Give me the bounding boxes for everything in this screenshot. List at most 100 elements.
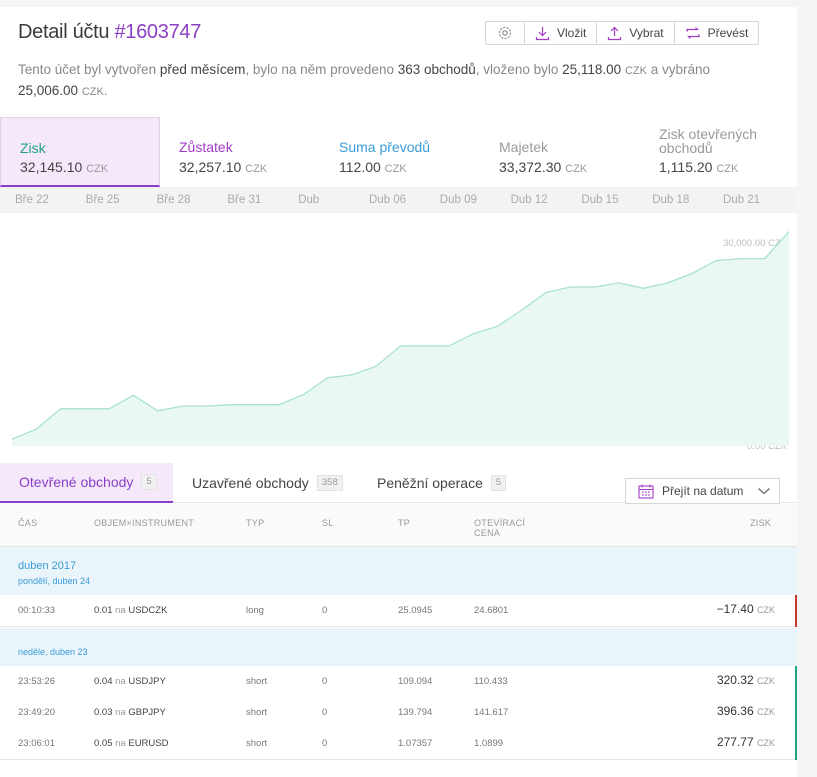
- settings-button[interactable]: [486, 22, 524, 44]
- trade-instrument: 0.01 na USDCZK: [94, 605, 167, 616]
- trade-open-price: 24.6801: [474, 605, 509, 616]
- tab-profit-label: Zisk: [20, 140, 46, 156]
- trade-connector: na: [115, 707, 126, 718]
- withdraw-button[interactable]: Vybrat: [596, 22, 673, 44]
- desc-text-1: Tento účet byl vytvořen: [18, 62, 160, 77]
- trade-type: short: [246, 738, 268, 749]
- tab-open-profit-currency: CZK: [716, 163, 739, 175]
- trade-profit-currency: CZK: [757, 605, 775, 615]
- trades-table-header: ČAS OBJEM×INSTRUMENT TYP SL TP OTEVÍRACÍ…: [0, 504, 797, 547]
- trade-connector: na: [115, 605, 126, 616]
- table-row[interactable]: 23:53:26 0.04 na USDJPY short 0 109.094 …: [0, 666, 797, 698]
- account-toolbar: Vložit Vybrat Převést: [485, 21, 760, 45]
- col-open-price[interactable]: OTEVÍRACÍ CENA: [474, 518, 526, 538]
- transfer-icon: [685, 27, 700, 39]
- trade-time: 23:53:26: [18, 676, 55, 687]
- trade-profit: 396.36 CZK: [717, 704, 775, 718]
- trade-profit: −17.40 CZK: [717, 602, 775, 616]
- transfer-button[interactable]: Převést: [673, 22, 759, 44]
- status-indicator: [795, 595, 797, 627]
- trade-type: long: [246, 605, 264, 616]
- tab-equity-label: Majetek: [499, 139, 549, 155]
- table-row[interactable]: 00:10:33 0.01 na USDCZK long 0 25.0945 2…: [0, 595, 797, 627]
- tab-balance-currency: CZK: [245, 163, 268, 175]
- table-row[interactable]: 23:49:20 0.03 na GBPJPY short 0 139.794 …: [0, 697, 797, 729]
- account-panel: Detail účtu #1603747 Vložit Vybrat Převé…: [0, 7, 797, 777]
- trades-tabs: Otevřené obchody 5 Uzavřené obchody 358 Pe…: [0, 463, 797, 503]
- tab-transfers-label: Suma převodů: [339, 139, 431, 155]
- col-type[interactable]: TYP: [246, 518, 265, 528]
- trade-profit-currency: CZK: [757, 707, 775, 717]
- tab-transfers[interactable]: Suma převodů 112.00 CZK: [320, 117, 480, 187]
- x-tick-label: Dub: [298, 194, 320, 206]
- trade-profit-currency: CZK: [757, 676, 775, 686]
- group-day-label: pondělí, duben 24: [18, 576, 91, 586]
- x-tick-label: Dub 12: [510, 194, 548, 206]
- tab-open-trades[interactable]: Otevřené obchody 5: [0, 463, 173, 503]
- trade-tp: 25.0945: [398, 605, 433, 616]
- x-tick-label: Bře 22: [15, 194, 49, 206]
- trade-volume: 0.05: [94, 738, 113, 749]
- tab-profit-value: 32,145.10 CZK: [20, 159, 108, 175]
- status-indicator: [795, 697, 797, 729]
- page-title: Detail účtu #1603747: [18, 21, 201, 44]
- tab-open-trades-label: Otevřené obchody: [19, 474, 134, 490]
- account-description: Tento účet byl vytvořen před měsícem, by…: [18, 60, 718, 102]
- col-sl[interactable]: SL: [322, 518, 334, 528]
- trade-volume: 0.01: [94, 605, 113, 616]
- trade-time: 23:06:01: [18, 738, 55, 749]
- profit-area: [12, 231, 789, 446]
- trade-connector: na: [115, 676, 126, 687]
- desc-text-2: , bylo na něm provedeno: [245, 62, 398, 77]
- trade-profit-value: 396.36: [716, 704, 754, 718]
- tab-equity-value: 33,372.30 CZK: [499, 159, 587, 175]
- x-tick-label: Bře 28: [156, 194, 191, 206]
- table-row[interactable]: 23:06:01 0.05 na EURUSD short 0 1.07357 …: [0, 728, 797, 760]
- trade-tp: 139.794: [398, 707, 433, 718]
- desc-text-3: , vloženo bylo: [475, 62, 563, 77]
- trade-profit: 277.77 CZK: [717, 735, 775, 749]
- deposit-button[interactable]: Vložit: [524, 22, 596, 44]
- tab-money-operations-label: Peněžní operace: [377, 475, 483, 491]
- trade-time: 23:49:20: [18, 707, 55, 718]
- trade-open-price: 1.0899: [474, 738, 504, 749]
- col-time[interactable]: ČAS: [18, 518, 38, 528]
- status-indicator: [795, 728, 797, 760]
- trade-instrument: 0.03 na GBPJPY: [94, 707, 166, 718]
- upload-icon: [608, 26, 622, 40]
- tab-profit[interactable]: Zisk 32,145.10 CZK: [0, 117, 160, 187]
- tab-closed-trades-count: 358: [316, 475, 343, 491]
- calendar-icon: [638, 484, 654, 499]
- col-volume-instrument[interactable]: OBJEM×INSTRUMENT: [94, 518, 195, 528]
- tab-money-operations-count: 5: [490, 475, 507, 491]
- group-day-label: neděle, duben 23: [18, 647, 88, 657]
- tab-profit-amount: 32,145.10: [20, 159, 83, 175]
- x-tick-label: Dub 21: [723, 194, 761, 206]
- col-tp[interactable]: TP: [398, 518, 411, 528]
- group-header-day: neděle, duben 23: [0, 628, 797, 666]
- x-tick-label: Dub 15: [581, 194, 619, 206]
- x-tick-label: Dub 09: [439, 194, 477, 206]
- desc-deposited: 25,118.00: [562, 62, 622, 77]
- trade-tp: 109.094: [398, 676, 433, 687]
- withdraw-label: Vybrat: [629, 26, 664, 40]
- tab-money-operations[interactable]: Peněžní operace 5: [377, 463, 507, 503]
- tab-balance-label: Zůstatek: [179, 139, 233, 155]
- tab-open-profit[interactable]: Zisk otevřených obchodů 1,115.20 CZK: [640, 117, 797, 187]
- tab-equity[interactable]: Majetek 33,372.30 CZK: [480, 117, 640, 187]
- trade-profit-value: 277.77: [716, 735, 754, 749]
- tab-closed-trades[interactable]: Uzavřené obchody 358: [192, 463, 343, 503]
- tab-transfers-amount: 112.00: [339, 159, 381, 175]
- tab-open-profit-label: Zisk otevřených obchodů: [659, 126, 758, 156]
- trade-sl: 0: [322, 605, 328, 616]
- desc-trades: 363 obchodů: [397, 62, 476, 77]
- desc-currency-1: CZK: [624, 65, 647, 77]
- group-header-month: duben 2017 pondělí, duben 24: [0, 547, 797, 595]
- tab-balance-amount: 32,257.10: [179, 159, 242, 175]
- trade-sl: 0: [322, 707, 328, 718]
- goto-date-dropdown[interactable]: Přejít na datum: [625, 478, 780, 504]
- tab-balance[interactable]: Zůstatek 32,257.10 CZK: [160, 117, 320, 187]
- col-profit[interactable]: ZISK: [750, 518, 772, 528]
- stats-tabs: Zisk 32,145.10 CZK Zůstatek 32,257.10 CZ…: [0, 117, 797, 187]
- desc-text-5: .: [103, 83, 108, 98]
